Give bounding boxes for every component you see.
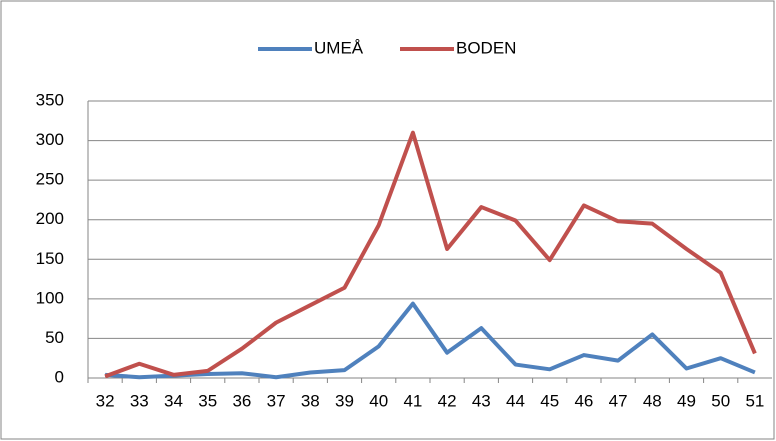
y-tick-label: 200 (36, 209, 64, 228)
x-tick-label: 32 (96, 391, 115, 410)
x-tick-label: 36 (232, 391, 251, 410)
x-tick-label: 40 (369, 391, 388, 410)
y-tick-label: 350 (36, 90, 64, 109)
y-tick-label: 50 (45, 328, 64, 347)
y-tick-label: 300 (36, 130, 64, 149)
series-line (104, 130, 757, 379)
x-tick-label: 34 (164, 391, 183, 410)
x-tick-label: 41 (403, 391, 422, 410)
x-tick-label: 46 (574, 391, 593, 410)
x-tick-label: 44 (506, 391, 525, 410)
y-tick-label: 100 (36, 288, 64, 307)
x-tick-label: 48 (643, 391, 662, 410)
x-tick-label: 37 (267, 391, 286, 410)
legend-label: UMEÅ (314, 38, 364, 57)
x-tick-label: 43 (472, 391, 491, 410)
x-tick-label: 47 (609, 391, 628, 410)
x-tick-label: 42 (438, 391, 457, 410)
x-tick-label: 33 (130, 391, 149, 410)
y-tick-label: 250 (36, 170, 64, 189)
y-tick-label: 0 (55, 367, 64, 386)
x-tick-label: 39 (335, 391, 354, 410)
x-tick-label: 51 (745, 391, 764, 410)
x-tick-label: 45 (540, 391, 559, 410)
x-tick-label: 50 (711, 391, 730, 410)
x-tick-label: 35 (198, 391, 217, 410)
legend-label: BODEN (456, 38, 516, 57)
x-tick-label: 38 (301, 391, 320, 410)
series-line (104, 301, 756, 380)
x-tick-label: 49 (677, 391, 696, 410)
y-tick-label: 150 (36, 249, 64, 268)
